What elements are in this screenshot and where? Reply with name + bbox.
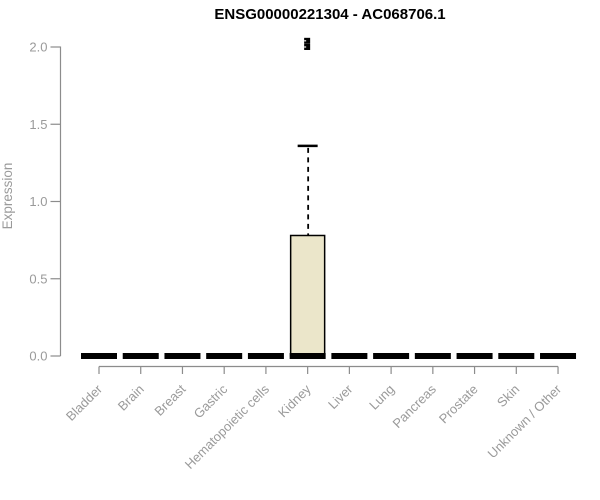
x-tick-label: Gastric bbox=[191, 381, 231, 421]
box-rect bbox=[289, 234, 326, 357]
y-tick-label: 0.0 bbox=[29, 349, 47, 364]
x-tick-label: Skin bbox=[494, 382, 522, 410]
median-line bbox=[331, 353, 368, 359]
x-tick-label: Lung bbox=[366, 382, 397, 413]
median-line bbox=[414, 353, 451, 359]
outlier-point bbox=[304, 37, 311, 44]
median-line bbox=[456, 353, 493, 359]
median-line bbox=[206, 353, 243, 359]
median-line bbox=[498, 353, 535, 359]
median-line bbox=[81, 353, 117, 359]
median-line bbox=[247, 353, 284, 359]
outlier-point bbox=[304, 44, 311, 50]
median-line bbox=[373, 353, 410, 359]
x-tick-label: Prostate bbox=[436, 382, 481, 427]
median-line bbox=[289, 353, 326, 359]
outlier-notch bbox=[304, 40, 307, 42]
x-tick-label: Liver bbox=[325, 381, 356, 412]
x-tick-label: Pancreas bbox=[390, 381, 440, 431]
y-tick-label: 1.0 bbox=[29, 194, 47, 209]
median-line bbox=[122, 353, 159, 359]
x-tick-label: Brain bbox=[115, 382, 147, 414]
y-tick-label: 0.5 bbox=[29, 271, 47, 286]
x-tick-label: Bladder bbox=[63, 381, 106, 424]
x-tick-label: Breast bbox=[151, 381, 188, 418]
median-line bbox=[164, 353, 201, 359]
median-line bbox=[540, 353, 577, 359]
outlier-notch bbox=[304, 46, 307, 48]
y-tick-label: 2.0 bbox=[29, 40, 47, 55]
x-tick-label: Unknown / Other bbox=[485, 381, 565, 461]
y-tick-label: 1.5 bbox=[29, 117, 47, 132]
x-tick-label: Kidney bbox=[275, 381, 314, 420]
chart-title: ENSG00000221304 - AC068706.1 bbox=[214, 6, 446, 23]
